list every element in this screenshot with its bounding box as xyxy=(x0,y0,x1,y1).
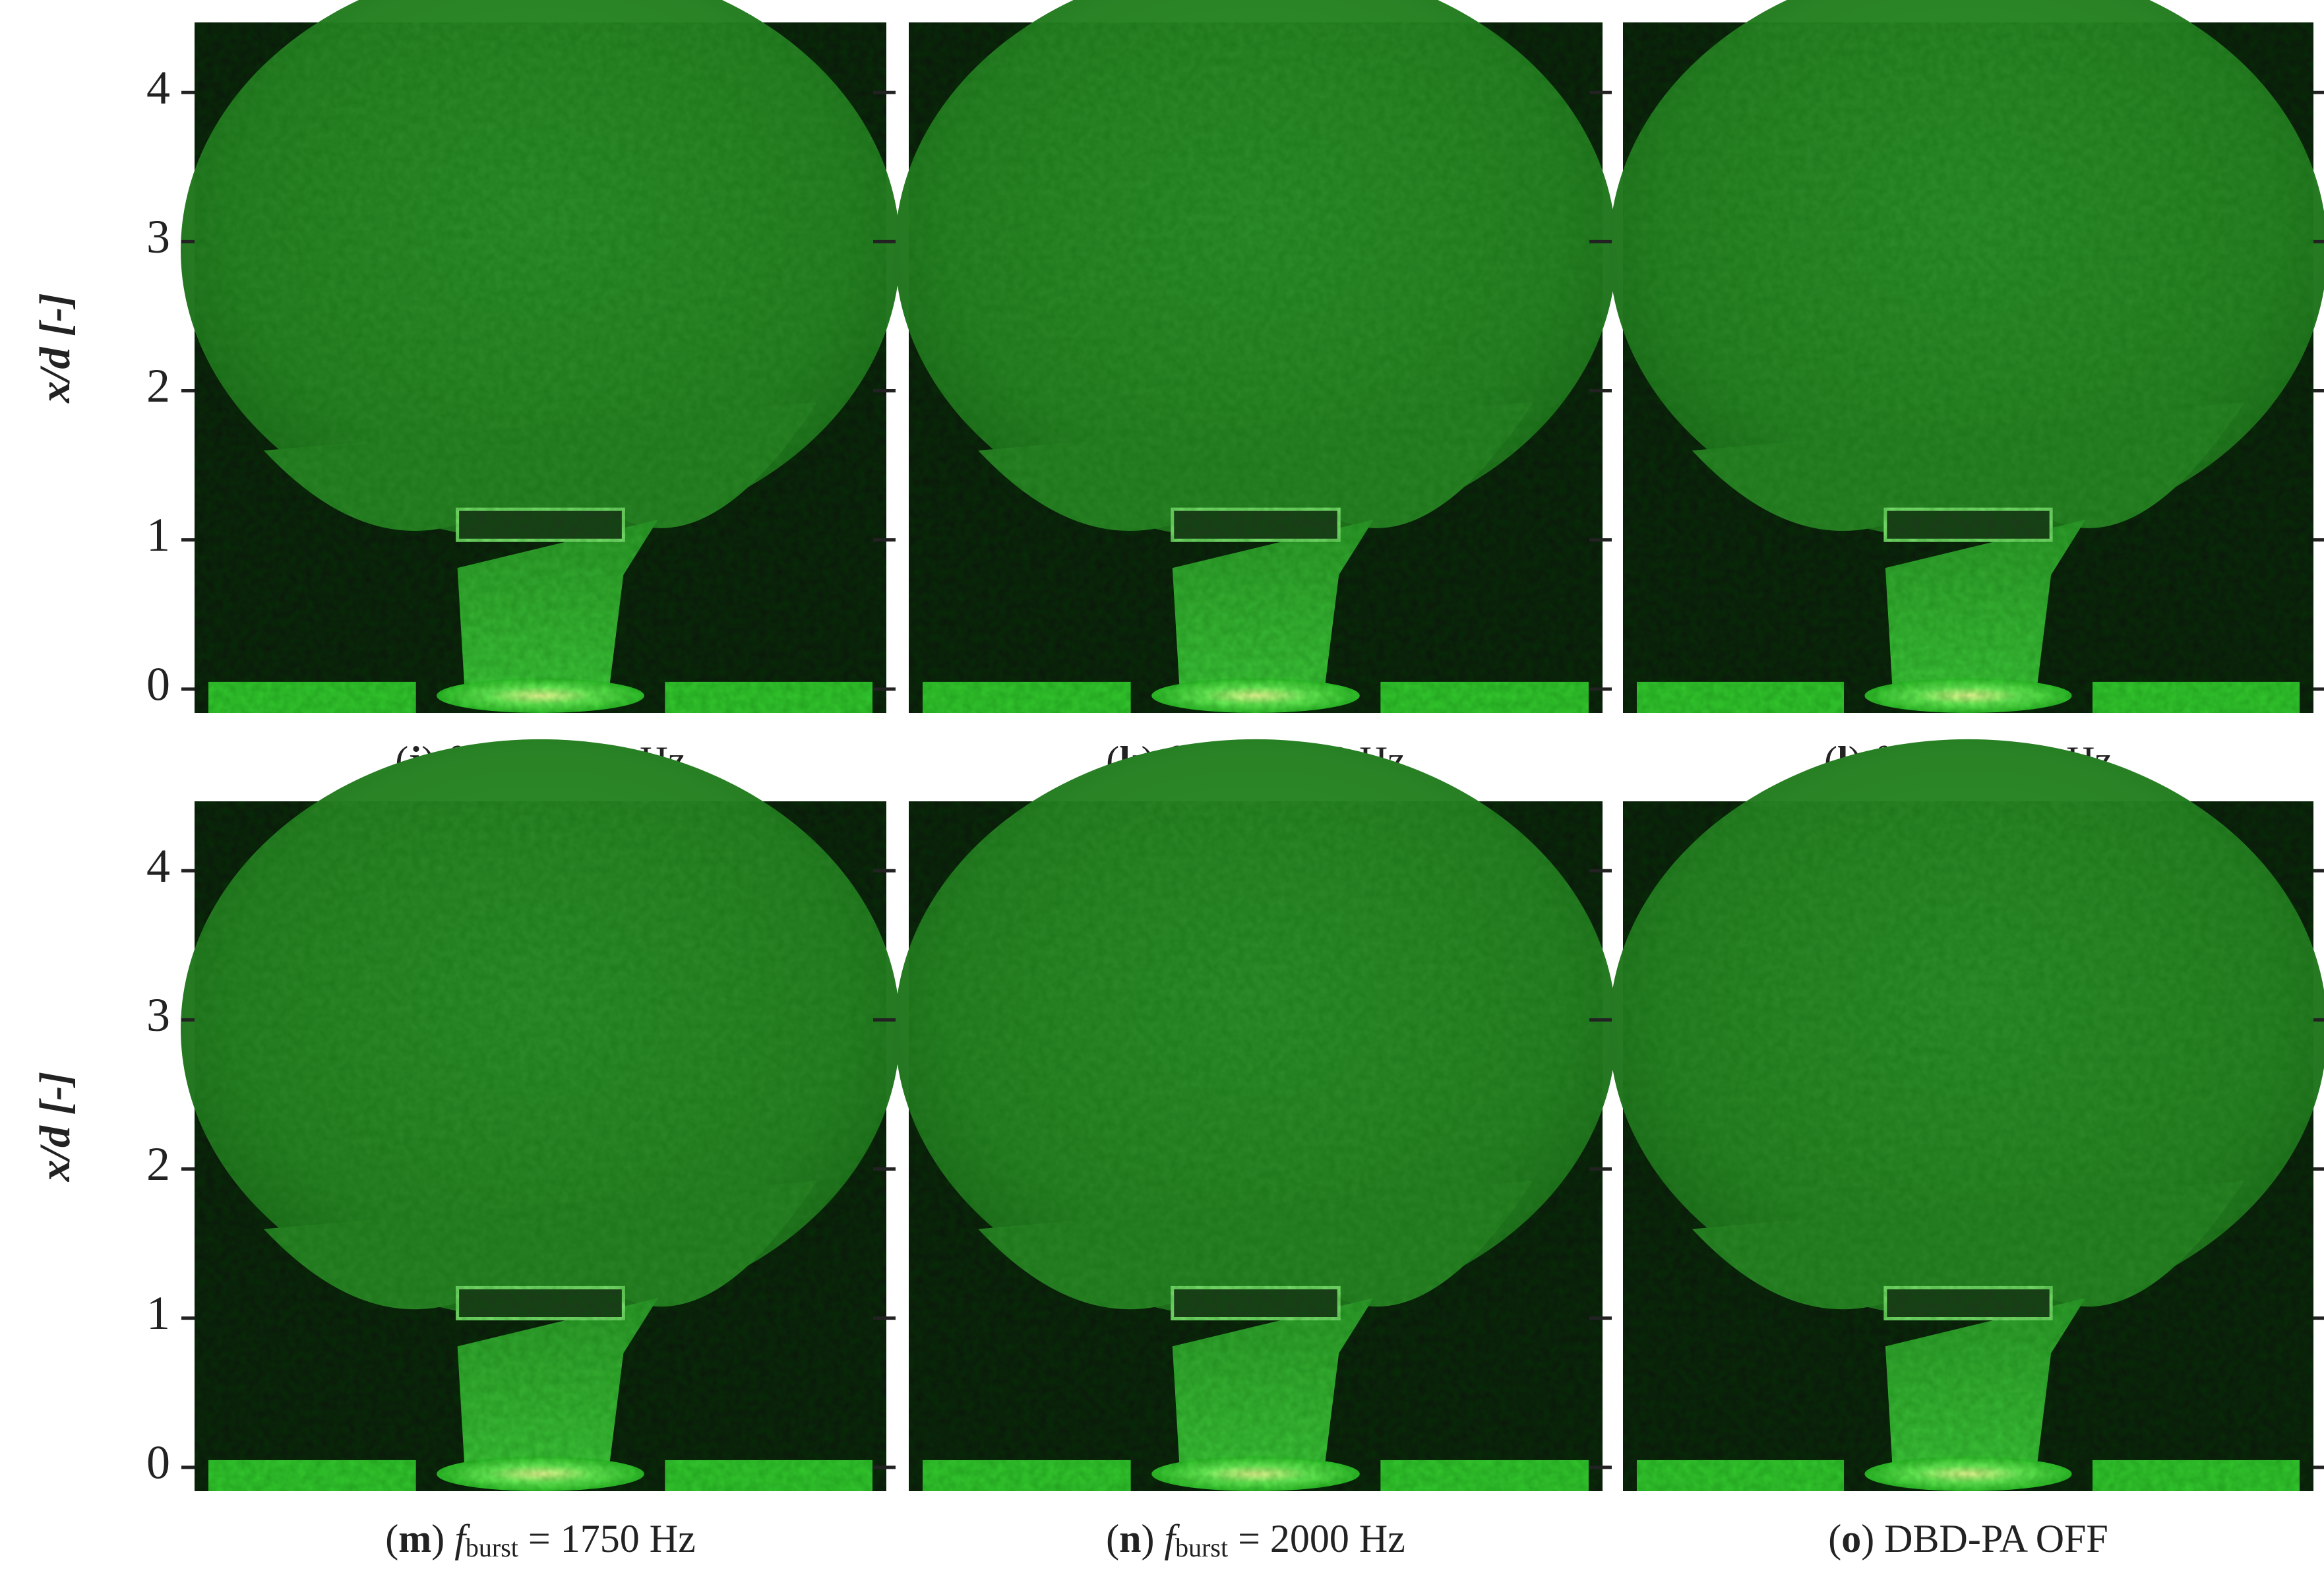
subscript: burst xyxy=(466,1533,518,1562)
y-tick-label: 1 xyxy=(146,508,170,561)
y-tick-label: 1 xyxy=(146,1287,170,1339)
y-tick-label: 0 xyxy=(146,658,170,710)
y-tick-label: 3 xyxy=(146,210,170,263)
paren: ( xyxy=(1828,1517,1841,1560)
image-panel xyxy=(895,0,1616,713)
grain xyxy=(1623,801,2313,1491)
grain xyxy=(195,22,886,713)
spacer xyxy=(1228,1517,1238,1560)
grain xyxy=(909,801,1603,1491)
y-tick-label: 2 xyxy=(146,1138,170,1190)
y-tick-label: 2 xyxy=(146,359,170,412)
paren: ) xyxy=(431,1517,454,1560)
panel-caption: (o) DBD-PA OFF xyxy=(1828,1517,2108,1560)
panel-letter: o xyxy=(1841,1517,1861,1560)
paren: ) xyxy=(1861,1517,1884,1560)
paren: ) xyxy=(1141,1517,1164,1560)
paren: ( xyxy=(385,1517,398,1560)
panel-letter: m xyxy=(398,1517,431,1560)
caption-text: = 2000 Hz xyxy=(1238,1517,1405,1560)
y-tick-label: 3 xyxy=(146,989,170,1041)
caption-text: DBD-PA OFF xyxy=(1884,1517,2108,1560)
image-panel xyxy=(894,739,1617,1492)
image-panel xyxy=(181,739,900,1492)
y-tick-label: 0 xyxy=(146,1436,170,1489)
grain xyxy=(1623,22,2313,713)
caption-text: = 1750 Hz xyxy=(528,1517,696,1560)
image-panel xyxy=(1609,0,2324,713)
y-tick-label: 4 xyxy=(146,840,170,892)
panel-caption: (m) fburst = 1750 Hz xyxy=(385,1517,695,1562)
grain xyxy=(195,801,886,1491)
spacer xyxy=(518,1517,528,1560)
image-panel xyxy=(181,0,900,713)
paren: ( xyxy=(1106,1517,1119,1560)
image-panel xyxy=(1609,739,2324,1492)
panel-letter: n xyxy=(1119,1517,1141,1560)
panel-caption: (n) fburst = 2000 Hz xyxy=(1106,1517,1405,1562)
grain xyxy=(909,22,1603,713)
y-tick-label: 4 xyxy=(146,61,170,114)
y-axis-label: x/d [-] xyxy=(31,293,79,404)
subscript: burst xyxy=(1175,1533,1228,1562)
y-axis-label: x/d [-] xyxy=(31,1072,79,1183)
